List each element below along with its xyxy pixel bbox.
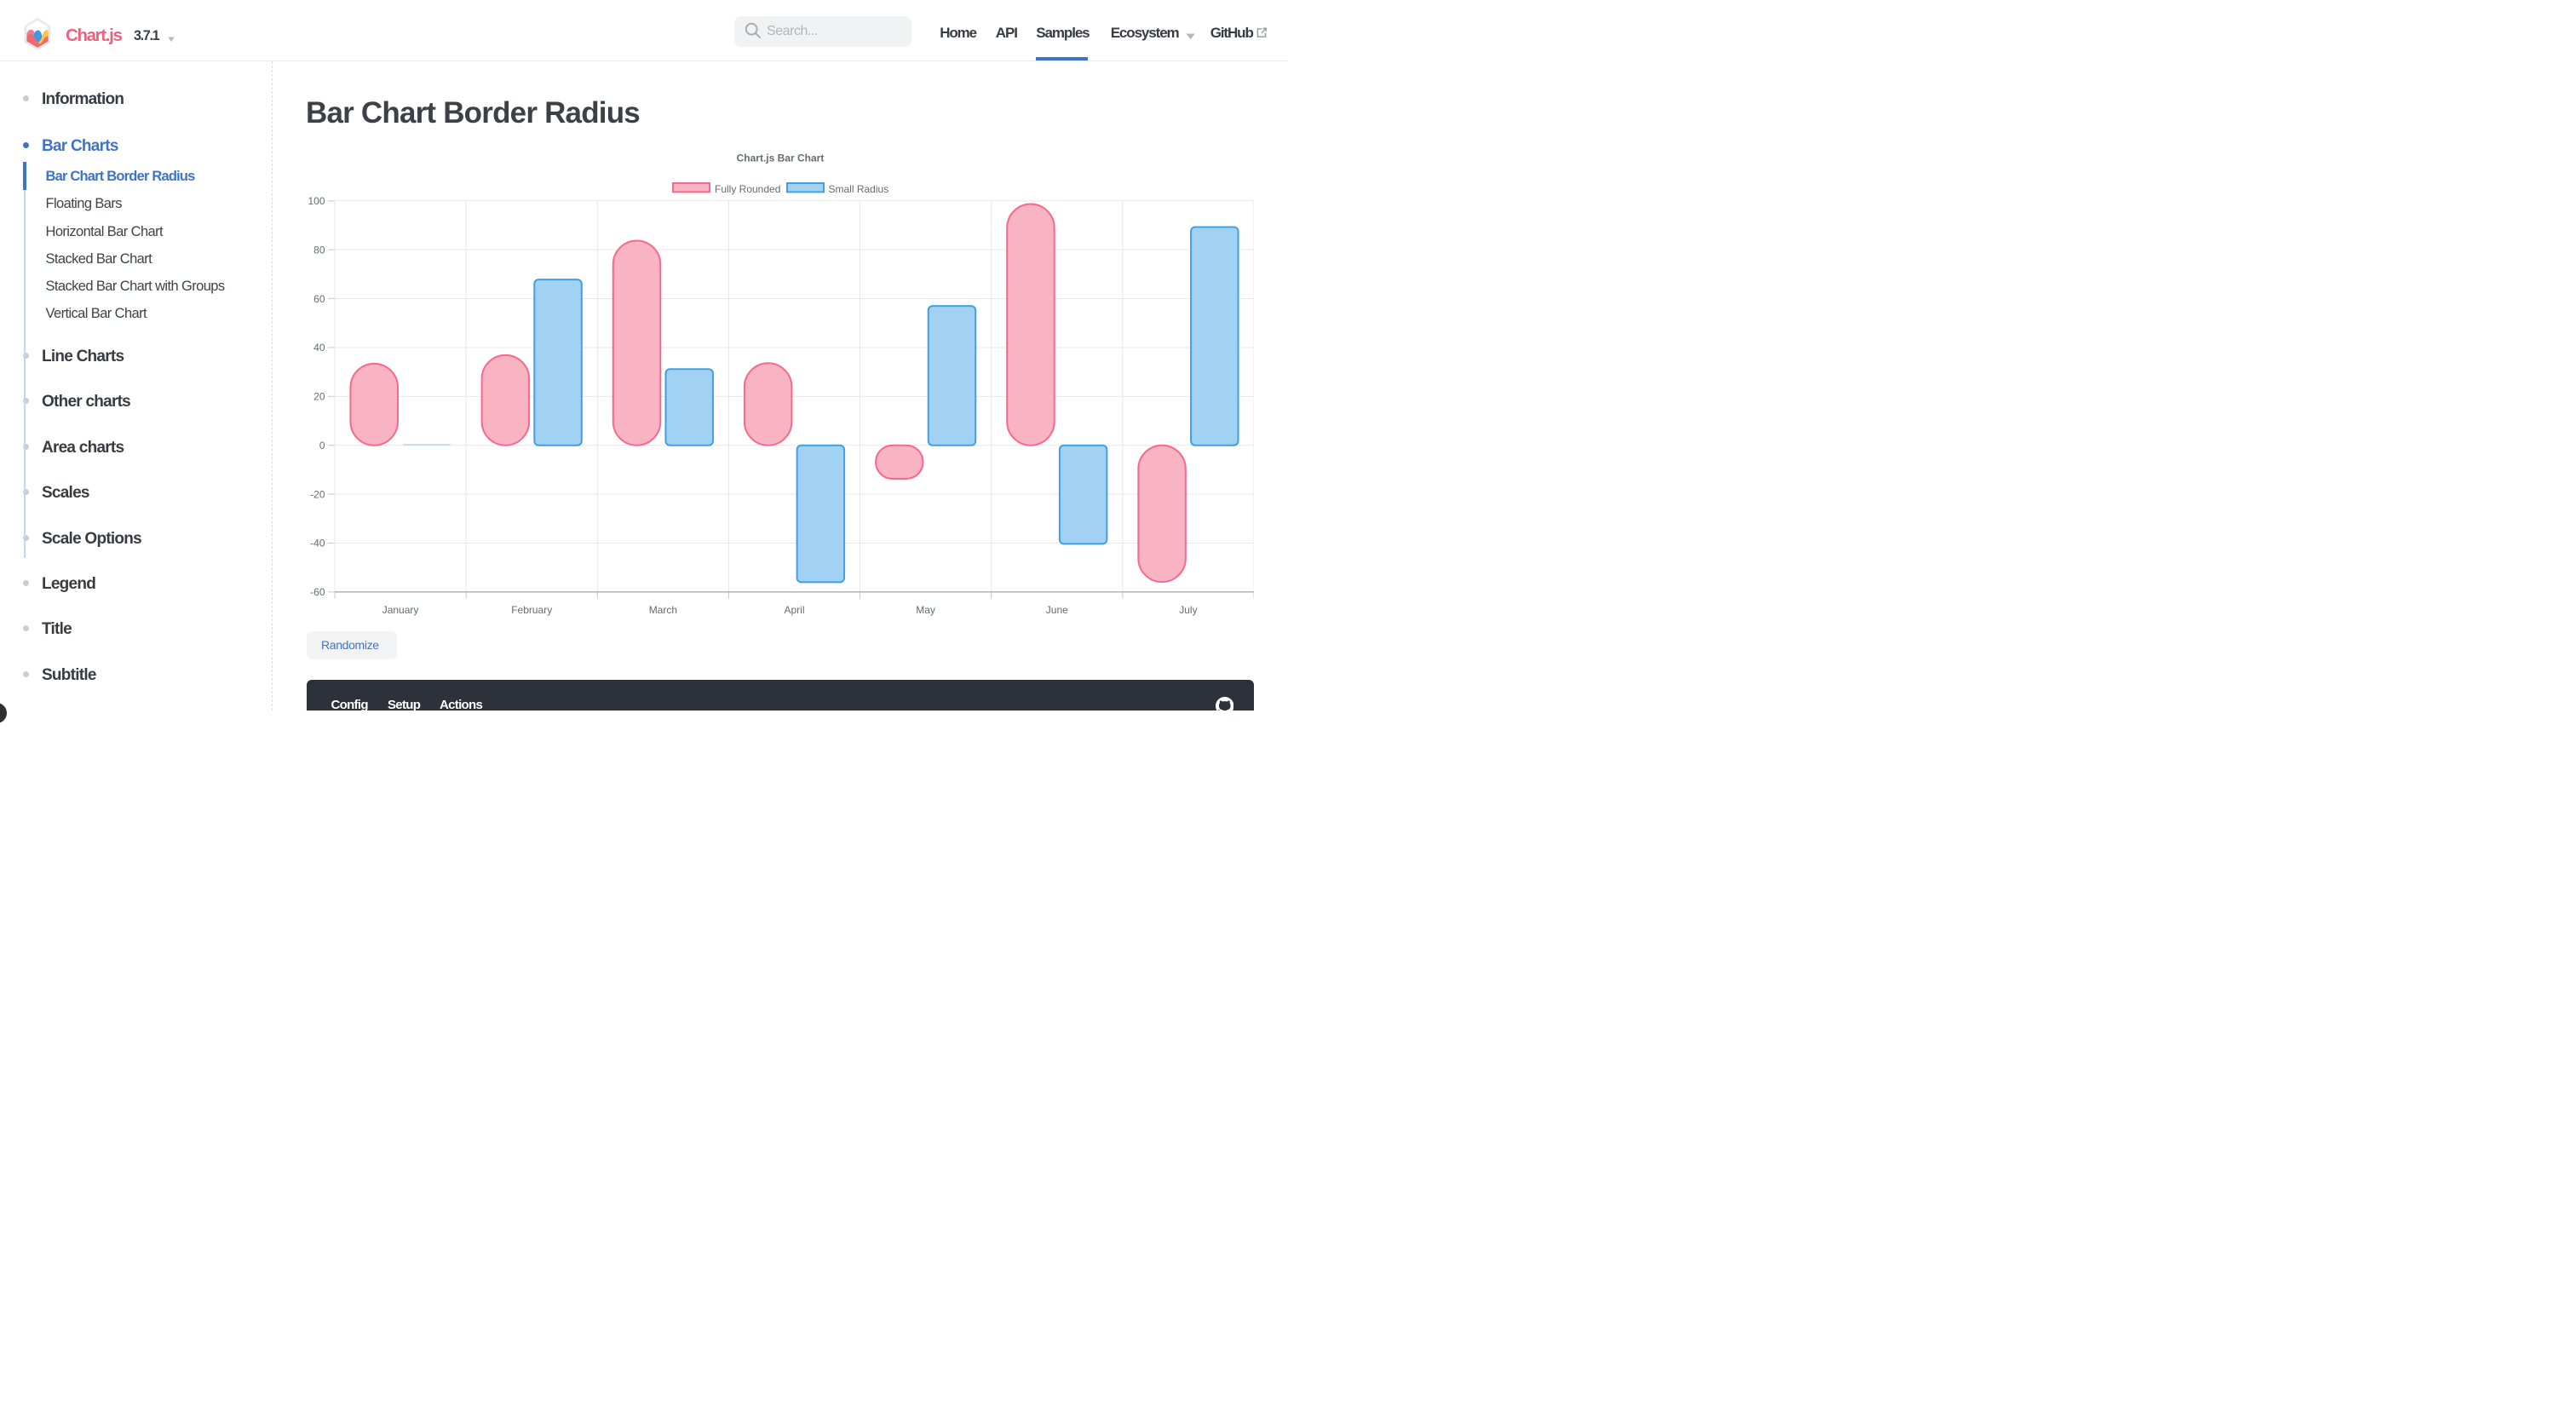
svg-text:Chart.js Bar Chart: Chart.js Bar Chart bbox=[737, 152, 825, 164]
svg-text:60: 60 bbox=[313, 293, 325, 305]
svg-text:Small Radius: Small Radius bbox=[829, 183, 889, 195]
svg-text:40: 40 bbox=[313, 342, 325, 354]
svg-text:July: July bbox=[1179, 604, 1197, 616]
svg-text:April: April bbox=[784, 604, 804, 616]
svg-text:20: 20 bbox=[313, 391, 325, 403]
svg-text:-20: -20 bbox=[310, 488, 325, 500]
svg-text:-40: -40 bbox=[310, 538, 325, 549]
svg-text:June: June bbox=[1046, 604, 1068, 616]
svg-text:March: March bbox=[649, 604, 677, 616]
svg-text:-60: -60 bbox=[310, 586, 325, 598]
svg-text:May: May bbox=[916, 604, 935, 616]
svg-text:January: January bbox=[382, 604, 419, 616]
svg-text:80: 80 bbox=[313, 244, 325, 256]
svg-text:0: 0 bbox=[319, 440, 325, 452]
svg-text:100: 100 bbox=[308, 195, 325, 207]
svg-text:February: February bbox=[511, 604, 552, 616]
svg-text:Fully Rounded: Fully Rounded bbox=[715, 183, 780, 195]
